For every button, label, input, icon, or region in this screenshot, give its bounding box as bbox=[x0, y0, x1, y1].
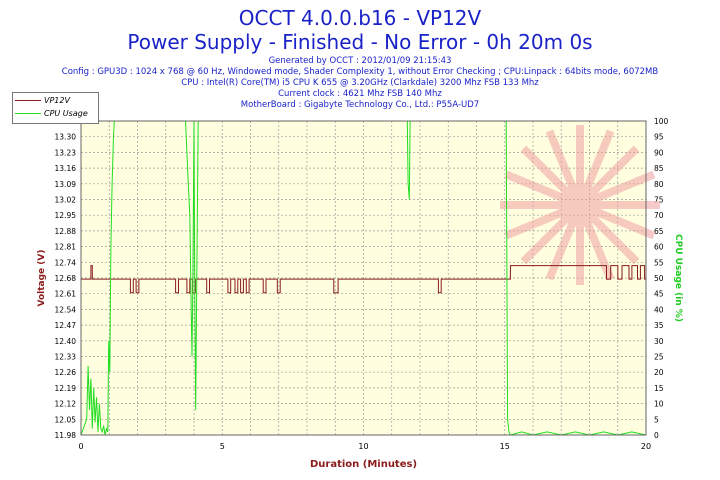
y-right-tick-label: 55 bbox=[654, 258, 664, 267]
y-right-tick-label: 60 bbox=[654, 243, 664, 252]
watermark-ray bbox=[591, 216, 640, 265]
chart-subtitle: Power Supply - Finished - No Error - 0h … bbox=[127, 30, 593, 54]
watermark-ray bbox=[583, 129, 615, 189]
y-right-tick-label: 90 bbox=[654, 148, 664, 157]
y-right-axis-label: CPU Usage (in %) bbox=[673, 234, 683, 322]
y-right-tick-label: 35 bbox=[654, 321, 664, 330]
y-left-tick-label: 12.61 bbox=[55, 290, 77, 299]
y-left-tick-label: 13.23 bbox=[55, 148, 77, 157]
y-left-tick-label: 11.98 bbox=[55, 431, 77, 440]
x-tick-label: 5 bbox=[220, 442, 225, 451]
watermark-ray bbox=[520, 216, 569, 265]
y-left-tick-label: 12.81 bbox=[55, 243, 77, 252]
y-right-tick-label: 80 bbox=[654, 180, 664, 189]
y-right-tick-label: 85 bbox=[654, 164, 664, 173]
legend-item-cpu: CPU Usage bbox=[15, 108, 88, 120]
info-clock: Current clock : 4621 Mhz FSB 140 Mhz bbox=[278, 89, 442, 99]
y-left-tick-label: 12.12 bbox=[55, 400, 77, 409]
y-left-tick-label: 12.47 bbox=[55, 321, 77, 330]
y-left-axis-label: Voltage (V) bbox=[37, 250, 47, 307]
watermark-ray bbox=[545, 221, 577, 281]
y-left-tick-label: 12.88 bbox=[55, 227, 77, 236]
y-left-tick-label: 12.74 bbox=[55, 258, 77, 267]
watermark-ray bbox=[545, 129, 577, 189]
y-right-tick-label: 95 bbox=[654, 133, 664, 142]
x-axis-label: Duration (Minutes) bbox=[310, 459, 417, 470]
y-left-tick-label: 13.02 bbox=[55, 196, 77, 205]
y-right-tick-label: 10 bbox=[654, 400, 664, 409]
y-left-tick-label: 12.54 bbox=[55, 305, 77, 314]
y-left-tick-label: 12.19 bbox=[55, 384, 77, 393]
y-right-tick-label: 25 bbox=[654, 353, 664, 362]
y-left-tick-label: 13.16 bbox=[55, 164, 77, 173]
y-left-tick-label: 12.68 bbox=[55, 274, 77, 283]
y-right-tick-label: 40 bbox=[654, 305, 664, 314]
y-left-tick-label: 12.33 bbox=[55, 353, 77, 362]
legend-label-vp12v: VP12V bbox=[44, 96, 70, 105]
watermark-ray bbox=[504, 170, 564, 202]
legend: VP12V CPU Usage bbox=[12, 92, 99, 124]
x-tick-label: 20 bbox=[641, 442, 651, 451]
y-left-tick-label: 13.30 bbox=[55, 133, 77, 142]
y-left-tick-label: 12.95 bbox=[55, 211, 77, 220]
y-right-tick-label: 65 bbox=[654, 227, 664, 236]
y-right-tick-label: 70 bbox=[654, 211, 664, 220]
y-right-tick-label: 15 bbox=[654, 384, 664, 393]
y-left-tick-label: 12.05 bbox=[55, 415, 77, 424]
y-left-tick-label: 13.09 bbox=[55, 180, 77, 189]
series-line-cpu-usage bbox=[80, 120, 647, 436]
watermark-ray bbox=[596, 170, 656, 202]
legend-item-vp12v: VP12V bbox=[15, 95, 70, 107]
watermark-ray bbox=[520, 145, 569, 194]
y-right-tick-label: 100 bbox=[654, 117, 669, 126]
y-right-tick-label: 45 bbox=[654, 290, 664, 299]
series-line-vp12v bbox=[81, 265, 646, 294]
chart-title: OCCT 4.0.0.b16 - VP12V bbox=[238, 6, 482, 30]
watermark-ray bbox=[504, 208, 564, 240]
plot-frame bbox=[80, 120, 647, 436]
x-tick-label: 15 bbox=[500, 442, 510, 451]
x-tick-label: 10 bbox=[358, 442, 368, 451]
y-right-tick-label: 50 bbox=[654, 274, 664, 283]
info-cpu: CPU : Intel(R) Core(TM) i5 CPU K 655 @ 3… bbox=[181, 78, 539, 88]
watermark-ray bbox=[596, 208, 656, 240]
y-right-tick-label: 0 bbox=[654, 431, 659, 440]
watermark-logo bbox=[500, 125, 660, 285]
y-left-tick-label: 12.40 bbox=[55, 337, 77, 346]
x-tick-label: 0 bbox=[78, 442, 83, 451]
info-config: Config : GPU3D : 1024 x 768 @ 60 Hz, Win… bbox=[61, 67, 659, 77]
watermark-ray bbox=[591, 145, 640, 194]
legend-label-cpu: CPU Usage bbox=[44, 109, 88, 118]
y-right-tick-label: 30 bbox=[654, 337, 664, 346]
y-right-tick-label: 5 bbox=[654, 415, 659, 424]
y-left-tick-label: 12.26 bbox=[55, 368, 77, 377]
info-motherboard: MotherBoard : Gigabyte Technology Co., L… bbox=[240, 100, 480, 110]
y-right-tick-label: 20 bbox=[654, 368, 664, 377]
watermark-center bbox=[558, 183, 602, 227]
y-right-tick-label: 75 bbox=[654, 196, 664, 205]
info-generated: Generated by OCCT : 2012/01/09 21:15:43 bbox=[268, 56, 452, 66]
